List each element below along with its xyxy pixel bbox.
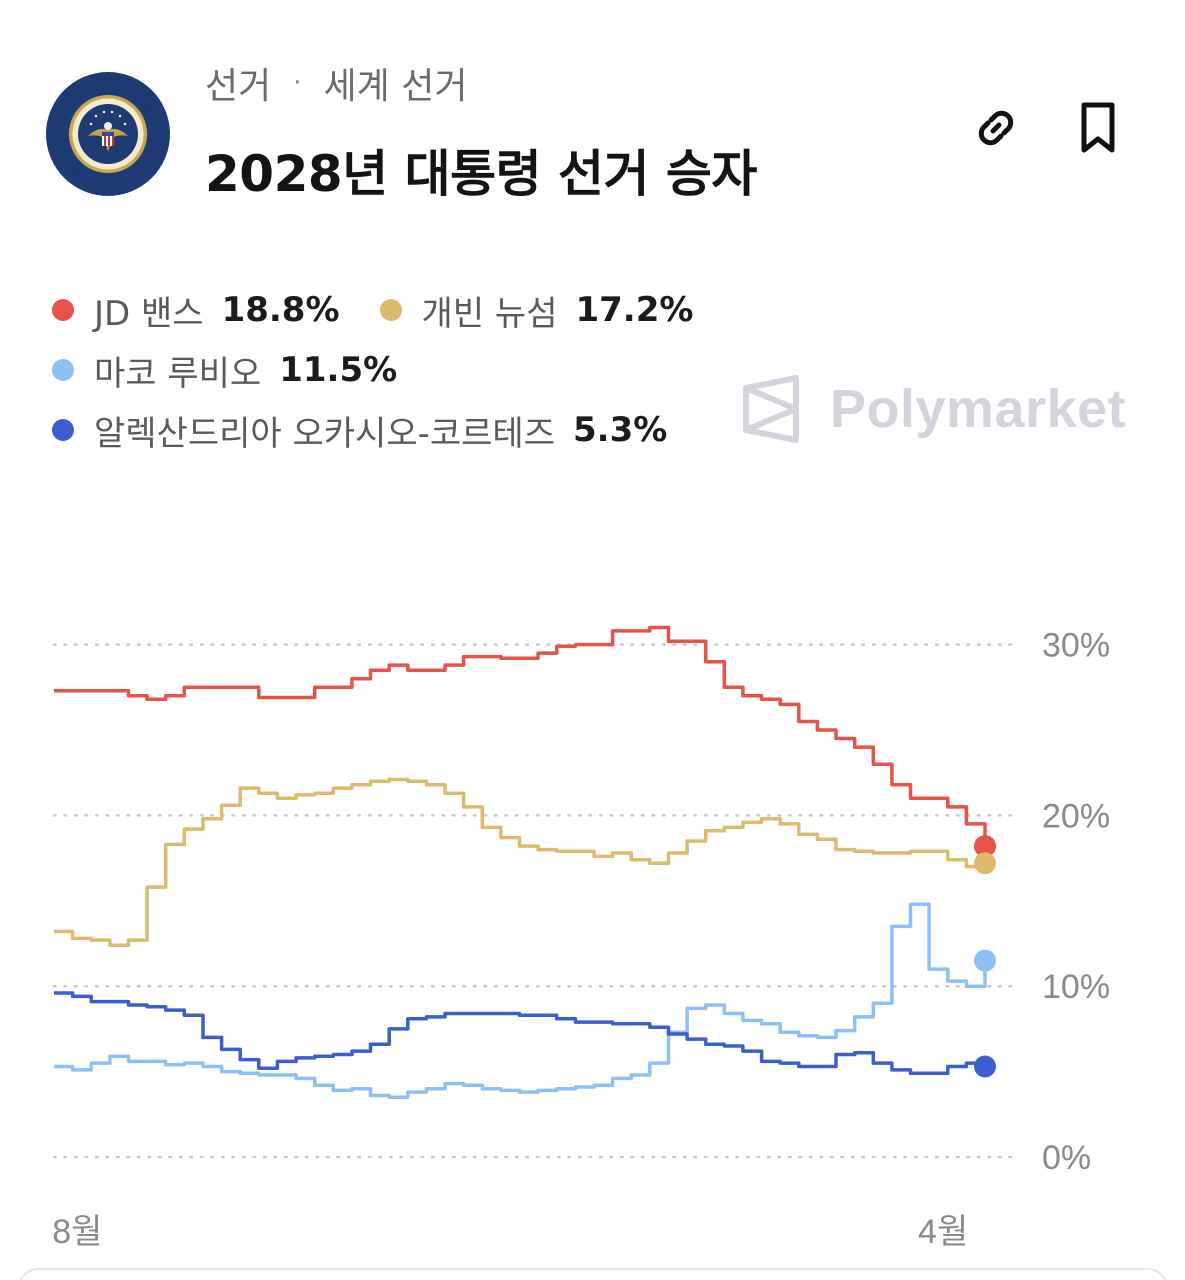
x-tick-label: 8월	[52, 1213, 102, 1251]
legend-row: JD 밴스 18.8% 개빈 뉴섬 17.2%	[52, 280, 752, 340]
polymarket-watermark: Polymarket	[740, 374, 1126, 444]
bottom-panel	[18, 1268, 1168, 1280]
legend-value-ocasio-cortez: 5.3%	[573, 410, 668, 450]
legend-name-ocasio-cortez: 알렉산드리아 오카시오-코르테즈	[94, 413, 555, 454]
legend-name-rubio: 마코 루비오	[94, 353, 262, 394]
breadcrumb-item-elections[interactable]: 선거	[205, 66, 272, 107]
chart-series	[54, 625, 996, 1099]
legend-value-vance: 18.8%	[221, 290, 340, 330]
legend-name-newsom: 개빈 뉴섬	[421, 293, 558, 334]
chart-legend: JD 밴스 18.8% 개빈 뉴섬 17.2% 마코 루비오 11.5% 알렉산…	[52, 280, 752, 460]
series-end-dot-0	[974, 835, 996, 858]
series-line-0	[54, 625, 987, 847]
copy-link-button[interactable]	[966, 98, 1026, 158]
legend-item-newsom: 개빈 뉴섬 17.2%	[379, 286, 694, 335]
series-end-dot-2	[974, 949, 996, 972]
y-tick-label: 20%	[1042, 797, 1110, 835]
watermark-text: Polymarket	[830, 379, 1127, 439]
series-line-3	[54, 991, 987, 1076]
y-tick-label: 30%	[1042, 627, 1110, 665]
legend-row: 알렉산드리아 오카시오-코르테즈 5.3%	[52, 400, 752, 460]
legend-name-vance: JD 밴스	[94, 293, 204, 334]
y-tick-label: 0%	[1042, 1139, 1091, 1177]
breadcrumb-separator: ·	[293, 68, 302, 98]
legend-dot-rubio	[52, 359, 74, 381]
legend-dot-newsom	[379, 299, 402, 321]
series-end-dot-1	[974, 852, 996, 875]
legend-dot-vance	[52, 299, 74, 321]
page-title: 2028년 대통령 선거 승자	[205, 145, 757, 203]
y-tick-label: 10%	[1042, 968, 1110, 1006]
polymarket-logo-icon	[743, 375, 799, 443]
legend-item-rubio: 마코 루비오 11.5%	[52, 346, 397, 395]
legend-item-vance: JD 밴스 18.8%	[52, 286, 340, 335]
legend-dot-ocasio-cortez	[52, 419, 74, 441]
link-icon	[978, 110, 1014, 146]
legend-item-ocasio-cortez: 알렉산드리아 오카시오-코르테즈 5.3%	[52, 406, 667, 455]
presidential-seal-emblem: SEAL OF THE PRESIDENT OF THE UNITED STAT…	[55, 81, 160, 187]
chart-gridlines	[52, 643, 1017, 1159]
bookmark-button[interactable]	[1068, 98, 1128, 158]
breadcrumb-item-world-elections[interactable]: 세계 선거	[323, 66, 468, 107]
legend-row: 마코 루비오 11.5%	[52, 340, 752, 400]
chart-x-tick-labels: 8월 4월	[52, 1213, 968, 1251]
series-line-2	[54, 902, 987, 1099]
presidential-seal-image: SEAL OF THE PRESIDENT OF THE UNITED STAT…	[46, 72, 170, 196]
breadcrumb: 선거 · 세계 선거	[205, 60, 468, 107]
x-tick-label: 4월	[918, 1213, 968, 1251]
probability-line-chart: 0% 10% 20% 30% 8월 4월	[52, 625, 1110, 1251]
chart-y-tick-labels: 0% 10% 20% 30%	[1042, 627, 1110, 1177]
series-end-dot-3	[974, 1055, 996, 1078]
series-line-1	[54, 777, 987, 947]
legend-value-newsom: 17.2%	[575, 290, 694, 330]
legend-value-rubio: 11.5%	[279, 350, 398, 390]
bookmark-icon	[1081, 102, 1115, 153]
